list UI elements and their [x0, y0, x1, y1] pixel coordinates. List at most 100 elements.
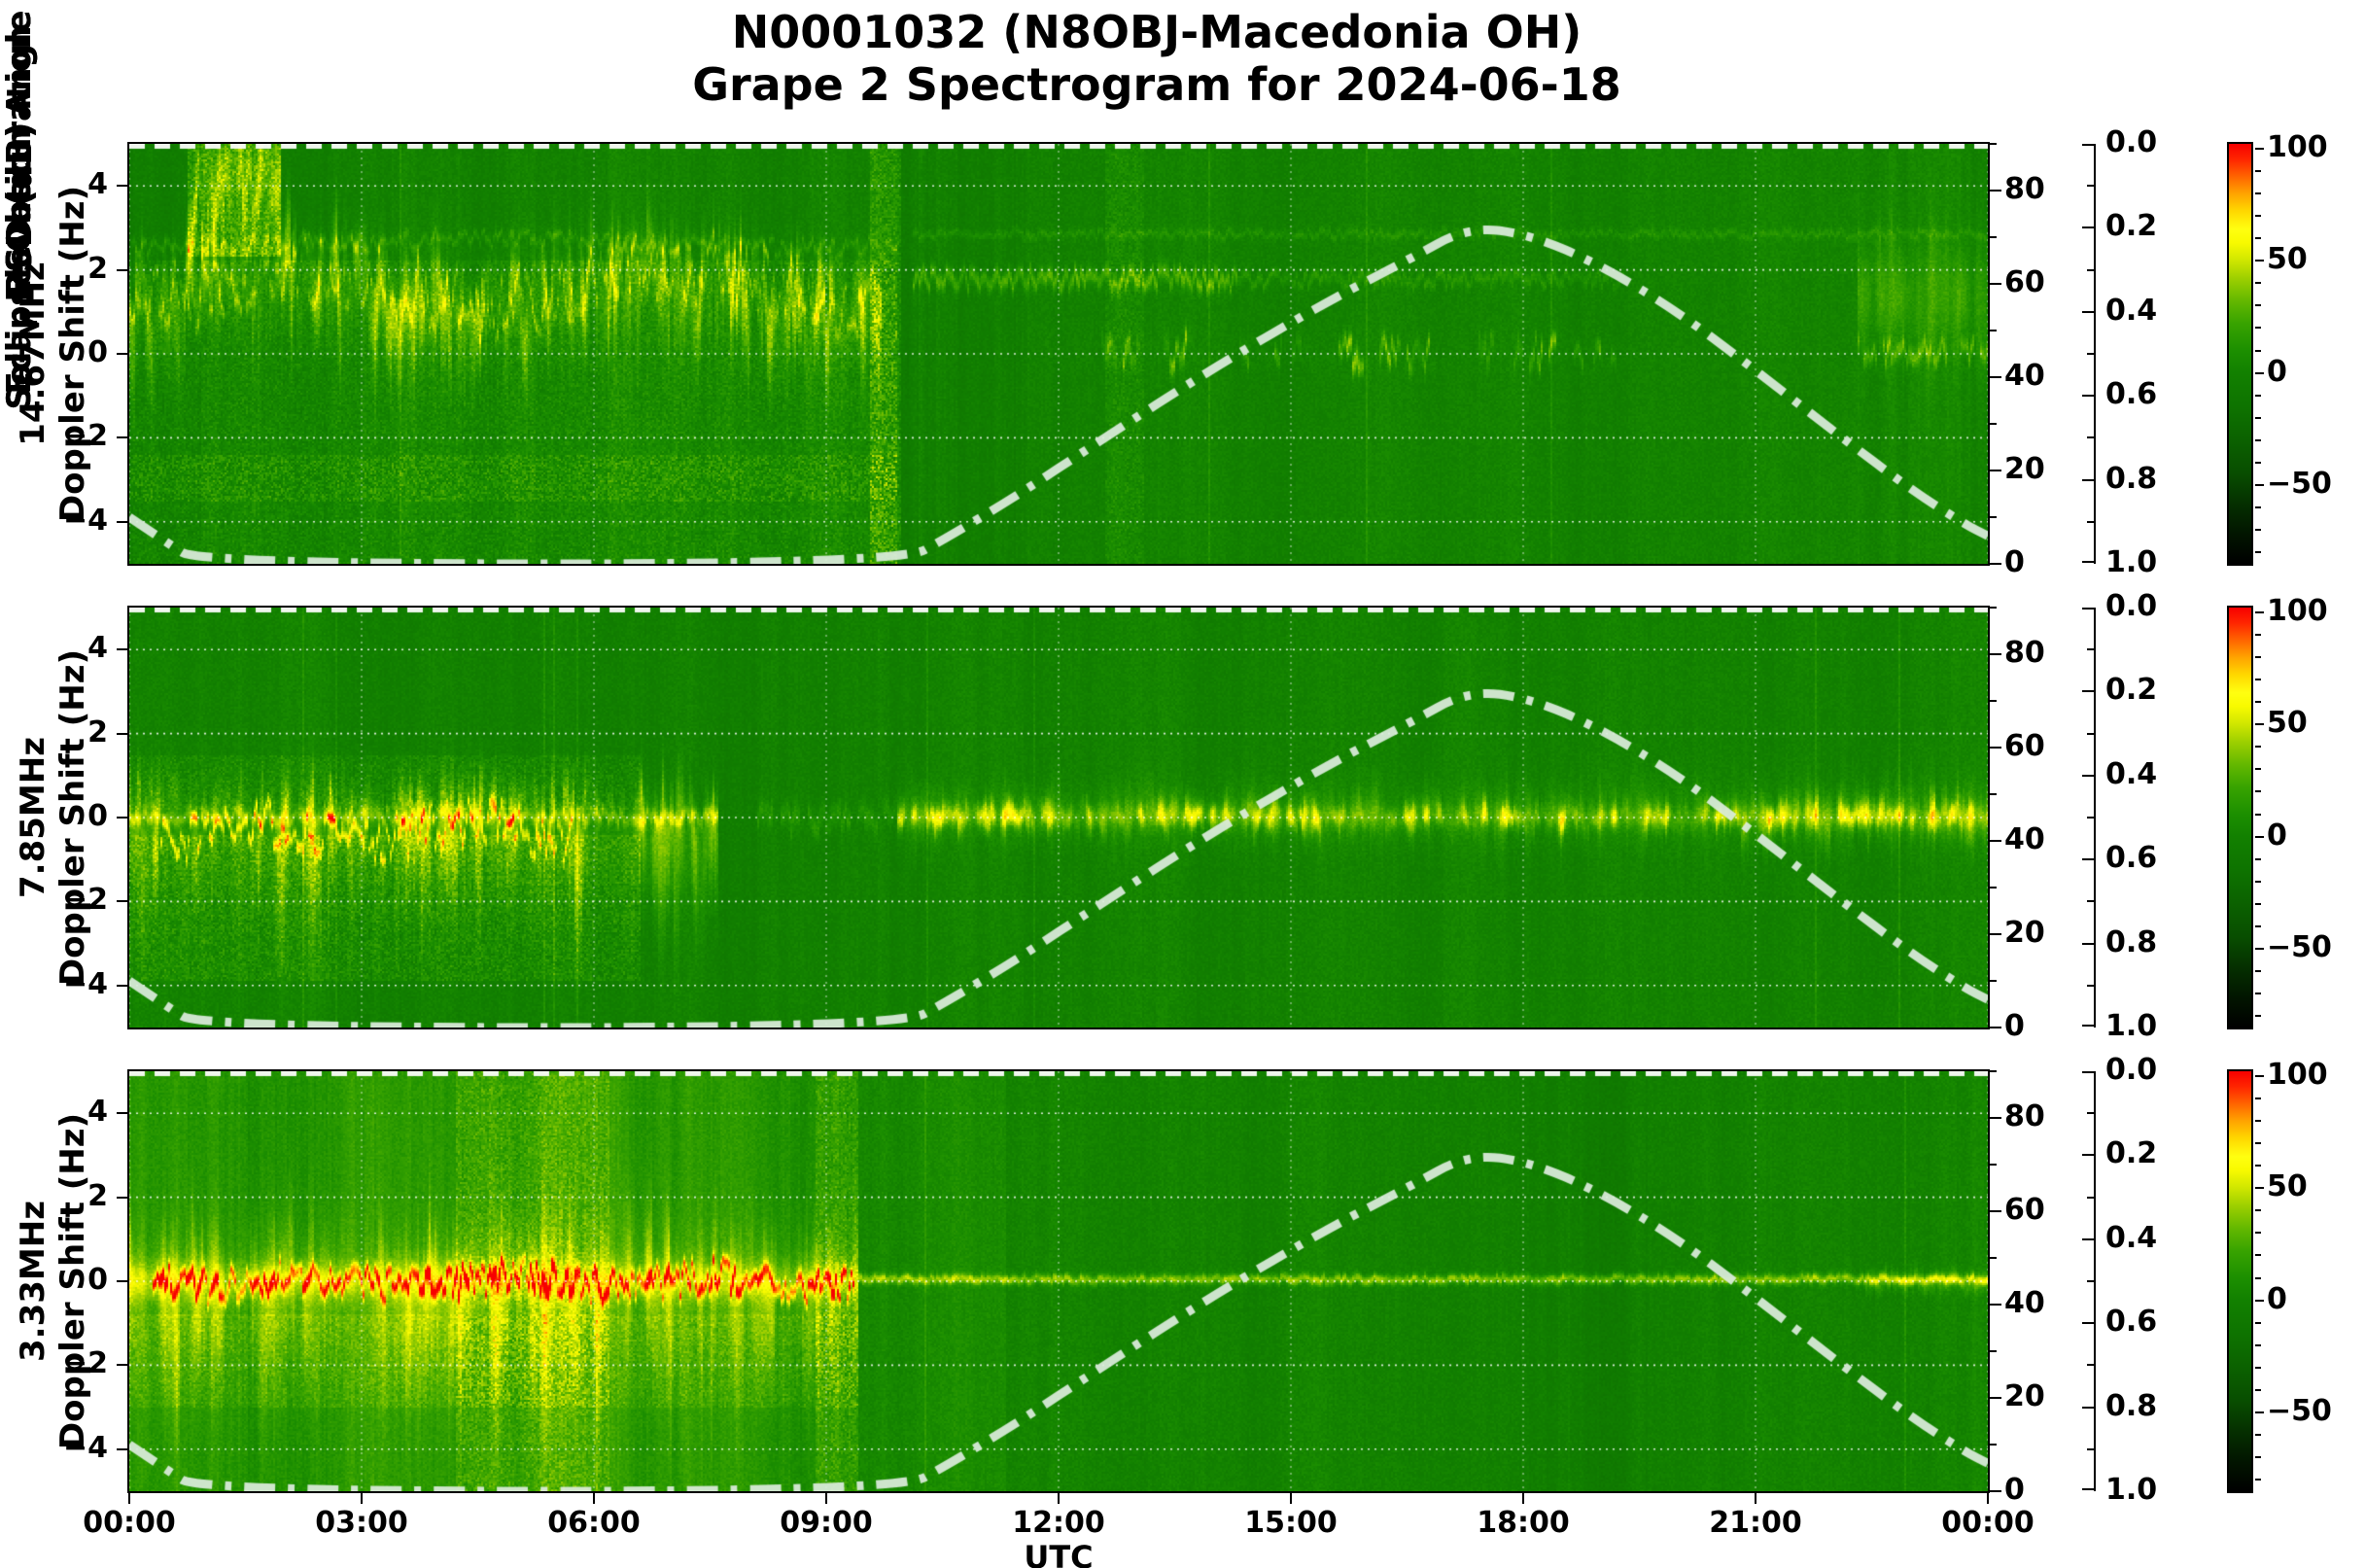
eclipse-tick — [2082, 226, 2094, 229]
eclipse-minor-tick — [2087, 1447, 2094, 1450]
solar-elevation-tick-label: 0 — [2004, 1473, 2025, 1508]
doppler-tick-label: 2 — [87, 251, 108, 286]
colorbar-tick — [2255, 1074, 2264, 1077]
doppler-tick — [117, 1196, 127, 1199]
solar-elevation-tick — [1990, 1304, 2001, 1306]
colorbar-minor-tick — [2255, 1097, 2261, 1099]
colorbar-minor-tick — [2255, 1456, 2261, 1459]
colorbar-tick — [2255, 948, 2264, 951]
colorbar-minor-tick — [2255, 394, 2261, 397]
eclipse-tick-label: 0.6 — [2105, 377, 2158, 412]
x-axis-tick-label: 06:00 — [547, 1506, 641, 1540]
solar-elevation-tick-label: 80 — [2004, 172, 2045, 207]
solar-elevation-minor-tick — [1990, 980, 1997, 982]
colorbar-tick-label: 100 — [2267, 129, 2328, 164]
eclipse-tick — [2082, 1025, 2094, 1027]
x-axis-tick-label: 00:00 — [83, 1506, 176, 1540]
colorbar-minor-tick — [2255, 551, 2261, 554]
eclipse-axis-spine — [2094, 1071, 2096, 1491]
colorbar-minor-tick — [2255, 1434, 2261, 1437]
colorbar-minor-tick — [2255, 1141, 2261, 1144]
eclipse-axis-spine — [2094, 144, 2096, 564]
colorbar-minor-tick — [2255, 1276, 2261, 1279]
doppler-tick-label: −2 — [62, 883, 108, 918]
solar-elevation-tick-label: 20 — [2004, 916, 2045, 951]
solar-elevation-tick-label: 20 — [2004, 452, 2045, 487]
colorbar-minor-tick — [2255, 1119, 2261, 1122]
doppler-tick-label: 2 — [87, 1178, 108, 1213]
doppler-tick — [117, 900, 127, 903]
x-axis-tick — [1522, 1493, 1524, 1504]
spectrogram-canvas-7.85MHz — [129, 608, 1988, 1028]
colorbar-tick — [2255, 484, 2264, 487]
x-axis-tick-label: 12:00 — [1012, 1506, 1105, 1540]
eclipse-tick-label: 1.0 — [2105, 1473, 2158, 1508]
spectrogram-panel-14.67MHz — [127, 142, 1990, 566]
colorbar-minor-tick — [2255, 902, 2261, 905]
colorbar-minor-tick — [2255, 790, 2261, 793]
eclipse-minor-tick — [2087, 1280, 2094, 1282]
colorbar-tick — [2255, 835, 2264, 838]
doppler-tick-label: 0 — [87, 1263, 108, 1298]
colorbar-minor-tick — [2255, 214, 2261, 217]
eclipse-minor-tick — [2087, 353, 2094, 355]
colorbar-minor-tick — [2255, 857, 2261, 860]
eclipse-minor-tick — [2087, 1196, 2094, 1199]
x-axis-tick-label: 15:00 — [1244, 1506, 1338, 1540]
colorbar-minor-tick — [2255, 416, 2261, 419]
solar-elevation-tick — [1990, 653, 2001, 655]
eclipse-minor-tick — [2087, 436, 2094, 439]
solar-elevation-minor-tick — [1990, 143, 1997, 145]
colorbar-tick-label: 50 — [2267, 242, 2308, 277]
solar-elevation-tick-label: 60 — [2004, 1193, 2045, 1228]
solar-elevation-minor-tick — [1990, 793, 1997, 795]
doppler-tick — [117, 1364, 127, 1367]
eclipse-tick — [2082, 690, 2094, 693]
eclipse-tick-label: 0.4 — [2105, 756, 2158, 791]
solar-elevation-minor-tick — [1990, 516, 1997, 518]
eclipse-tick — [2082, 1154, 2094, 1157]
chart-title-line2: Grape 2 Spectrogram for 2024-06-18 — [692, 58, 1621, 111]
eclipse-tick-label: 0.2 — [2105, 673, 2158, 708]
colorbar-minor-tick — [2255, 1015, 2261, 1018]
colorbar-minor-tick — [2255, 925, 2261, 928]
spectrogram-panel-3.33MHz — [127, 1069, 1990, 1493]
eclipse-tick-label: 0.8 — [2105, 924, 2158, 959]
colorbar-tick-label: 50 — [2267, 706, 2308, 741]
colorbar-tick — [2255, 147, 2264, 150]
solar-elevation-tick — [1990, 283, 2001, 285]
x-axis-tick-label: 09:00 — [780, 1506, 873, 1540]
eclipse-minor-tick — [2087, 1112, 2094, 1115]
solar-elevation-tick-label: 40 — [2004, 822, 2045, 857]
solar-elevation-tick-label: 20 — [2004, 1379, 2045, 1414]
colorbar-minor-tick — [2255, 304, 2261, 307]
doppler-tick — [117, 185, 127, 188]
doppler-tick — [117, 1447, 127, 1450]
colorbar-minor-tick — [2255, 1209, 2261, 1212]
colorbar-tick — [2255, 1411, 2264, 1414]
eclipse-minor-tick — [2087, 520, 2094, 523]
solar-elevation-tick-label: 0 — [2004, 1009, 2025, 1044]
x-axis-tick — [128, 1493, 130, 1504]
eclipse-tick — [2082, 310, 2094, 313]
eclipse-tick — [2082, 1488, 2094, 1490]
eclipse-tick — [2082, 1071, 2094, 1073]
solar-elevation-minor-tick — [1990, 330, 1997, 331]
colorbar-minor-tick — [2255, 282, 2261, 285]
eclipse-tick — [2082, 1322, 2094, 1325]
solar-elevation-tick — [1990, 470, 2001, 471]
colorbar-minor-tick — [2255, 993, 2261, 995]
doppler-tick — [117, 268, 127, 271]
colorbar-minor-tick — [2255, 237, 2261, 240]
x-axis-tick — [1987, 1493, 1989, 1504]
colorbar-axis-title-text: PSD (dB) — [0, 122, 40, 298]
eclipse-tick — [2082, 1406, 2094, 1409]
eclipse-tick — [2082, 1237, 2094, 1240]
eclipse-minor-tick — [2087, 984, 2094, 987]
colorbar-tick — [2255, 723, 2264, 726]
colorbar-minor-tick — [2255, 192, 2261, 194]
eclipse-tick — [2082, 942, 2094, 945]
psd-colorbar — [2227, 142, 2253, 566]
colorbar-minor-tick — [2255, 1254, 2261, 1257]
